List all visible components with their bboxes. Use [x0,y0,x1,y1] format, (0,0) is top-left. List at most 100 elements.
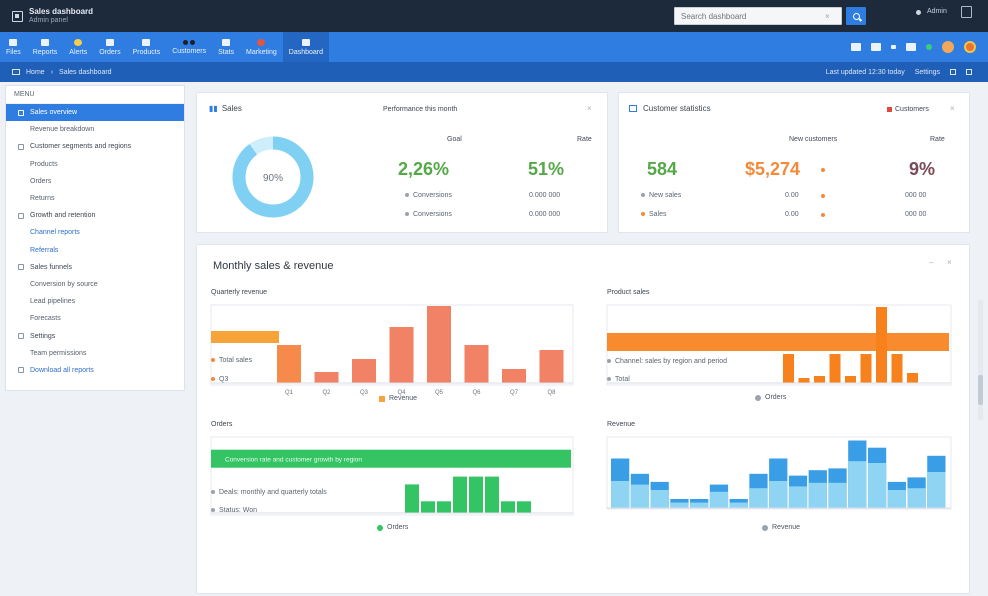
sidebar-item[interactable]: Settings [6,327,184,344]
sidebar-item[interactable]: Forecasts [6,310,184,327]
nav-item-alerts[interactable]: Alerts [63,32,93,62]
logout-icon[interactable] [960,6,972,18]
sidebar-item[interactable]: Sales overview [6,104,184,122]
card-menu-icon[interactable]: × [950,104,955,113]
products-icon [142,38,151,46]
chart-3-side-1: Deals: monthly and quarterly totals [211,489,327,496]
sidebar-item[interactable]: Lead pipelines [6,293,184,310]
dashboard-icon [301,38,310,46]
online-status-icon [926,44,932,50]
orange-indicator [821,194,825,198]
sidebar-item[interactable]: Growth and retention [6,207,184,224]
refresh-icon[interactable] [966,69,972,75]
sidebar-item[interactable]: Products [6,156,184,173]
user-label[interactable]: Admin [927,8,947,15]
chart-4-forecast-bar [769,481,788,508]
breadcrumb-home[interactable]: Home [26,68,45,76]
sidebar-item-label: Customer segments and regions [30,143,132,151]
goal-value: 2,26% [398,159,450,179]
nav-label: Customers [172,47,207,55]
search-button[interactable] [846,7,866,25]
chart-1-bar [539,350,564,383]
sidebar-item[interactable]: Channel reports [6,224,184,241]
sidebar-item-label: Team permissions [30,349,87,357]
chart-1-legend[interactable]: Revenue [379,395,417,402]
nav-label: Alerts [69,48,88,56]
chart-2-legend[interactable]: Orders [755,394,786,401]
chart-3-bar [469,476,483,513]
notification-icon[interactable] [916,9,921,15]
chart-2-bar [783,354,794,383]
home-icon[interactable] [12,69,20,75]
nav-item-dashboard[interactable]: Dashboard [282,32,330,62]
chart-4-forecast-bar [690,502,709,508]
sidebar-item[interactable]: Revenue breakdown [6,121,184,138]
chart-1-tick-label: Q2 [322,390,331,396]
conversions-row-2: Conversions [405,211,452,218]
bullet-icon [641,193,645,198]
sidebar-item[interactable]: Customer segments and regions [6,138,184,155]
chart-4-forecast-bar [887,490,906,508]
status-badge [887,106,892,112]
nav-item-customers[interactable]: Customers [166,32,212,62]
chevron-down-icon[interactable] [891,45,896,49]
settings-link[interactable]: Settings [914,68,940,76]
chart-1-tick-label: Q1 [285,390,294,396]
fullscreen-icon[interactable] [950,69,956,75]
card-menu-icon[interactable]: × [587,104,592,113]
chart-3-title: Orders [211,421,233,428]
sidebar-item[interactable]: Conversion by source [6,276,184,293]
search-input[interactable] [675,11,825,21]
chart-2-bar [814,376,825,383]
message-icon[interactable] [906,43,916,51]
chart-4-forecast-bar [848,461,867,508]
customer-card: Customer statistics Customers × New cust… [618,92,970,233]
nav-item-reports[interactable]: Reports [27,32,64,62]
chart-2-title: Product sales [607,289,650,296]
chart-3-legend[interactable]: Orders [377,524,408,531]
scrollbar-thumb[interactable] [978,375,983,405]
new-sales-right: 000 00 [905,192,927,199]
nav-item-stats[interactable]: Stats [212,32,240,62]
app-brand[interactable]: Sales dashboard Admin panel [12,7,93,25]
sidebar-item[interactable]: Download all reports [6,362,184,379]
breadcrumb-separator: › [50,68,54,76]
panel-close-icon[interactable]: × [947,258,952,267]
sidebar-item[interactable]: Referrals [6,242,184,259]
panel-title: Monthly sales & revenue [213,260,334,272]
nav-label: Dashboard [288,48,324,56]
list-view-icon[interactable] [871,43,881,51]
chart-3-bar [405,484,419,513]
sidebar-item[interactable]: Returns [6,190,184,207]
nav-item-orders[interactable]: Orders [93,32,126,62]
chart-4-legend[interactable]: Revenue [762,524,800,531]
panel-collapse-icon[interactable]: – [929,258,934,267]
sales-value: $5,274 [745,159,801,179]
nav-item-marketing[interactable]: Marketing [240,32,283,62]
nav-item-files[interactable]: Files [0,32,27,62]
folder-icon [18,367,24,374]
sidebar-item[interactable]: Sales funnels [6,259,184,276]
sidebar-item[interactable]: Team permissions [6,345,184,362]
nav-item-products[interactable]: Products [127,32,167,62]
file-icon [9,38,18,46]
new-sales-row: New sales [641,192,681,199]
profile-avatar[interactable] [964,41,976,53]
avatar[interactable] [942,41,954,53]
bullet-icon [405,212,409,217]
rate-value: 9% [909,159,936,179]
chart-3-overlay-band [211,449,571,468]
legend-icon [211,490,215,495]
chart-2-overlay-band [607,333,949,351]
chart-1-side-2: Q3 [211,376,228,383]
donut-arc [232,136,314,218]
grid-view-icon[interactable] [851,43,861,51]
scrollbar[interactable] [978,300,983,420]
clear-search-icon[interactable]: × [825,11,830,21]
chart-4-title: Revenue [607,421,636,428]
card-right-title: Customers [887,106,929,113]
card-title: Customer statistics [629,104,711,113]
nav-label: Files [6,48,21,56]
orders-icon [105,38,114,46]
sidebar-item[interactable]: Orders [6,173,184,190]
